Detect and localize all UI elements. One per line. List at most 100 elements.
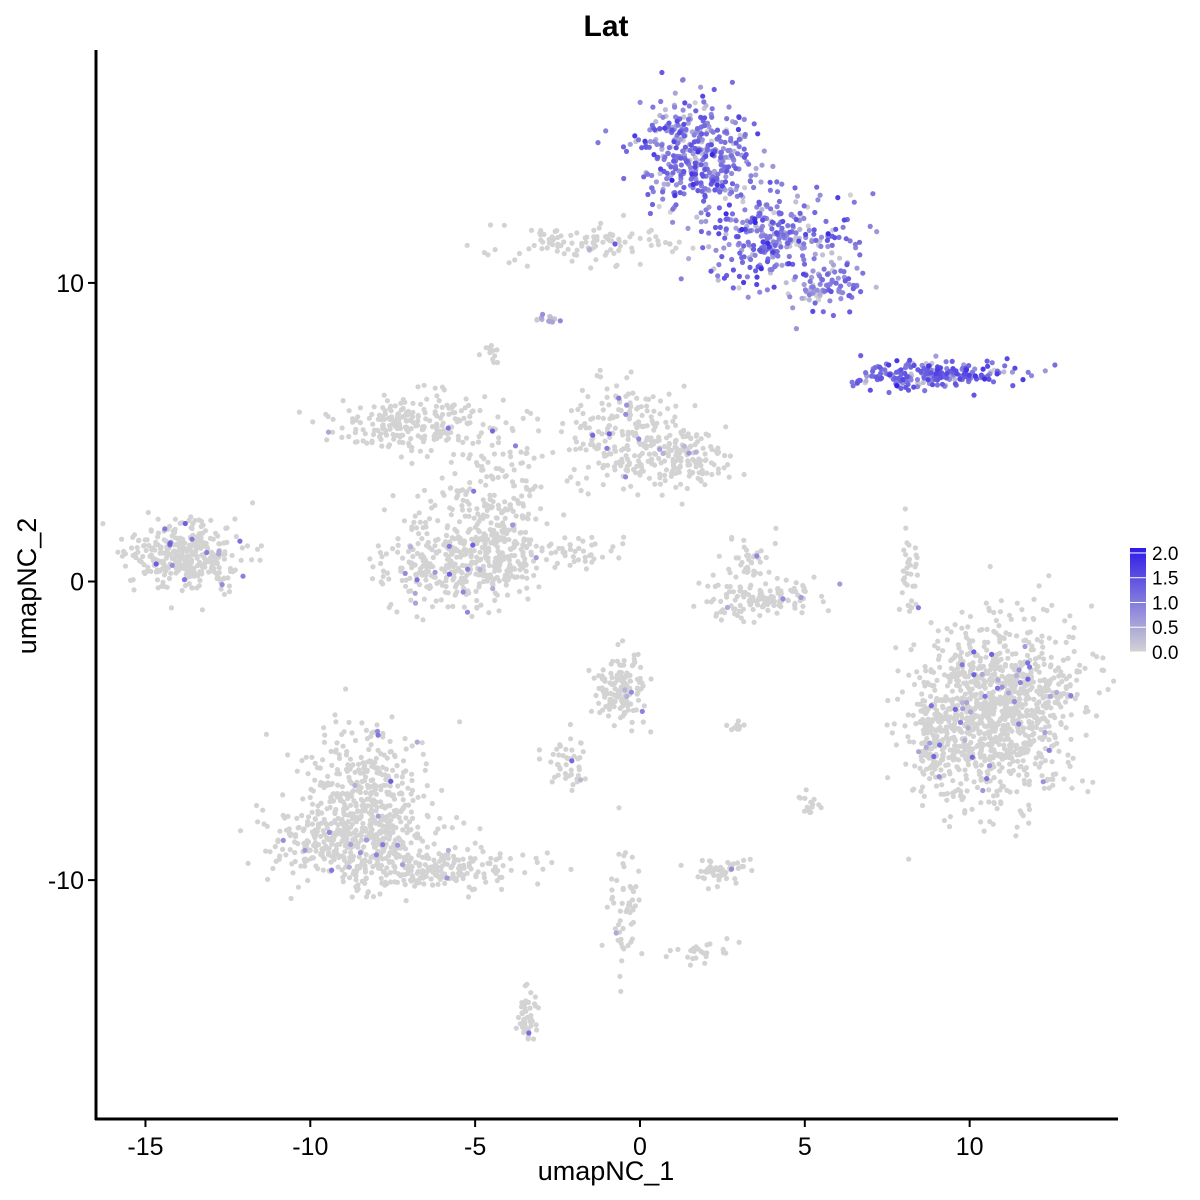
data-point — [509, 479, 516, 485]
data-point — [451, 402, 457, 408]
data-point — [397, 425, 403, 432]
data-point — [1026, 802, 1032, 808]
data-point — [673, 245, 679, 251]
data-point — [144, 568, 150, 575]
data-point — [611, 704, 617, 710]
data-point — [378, 850, 384, 856]
data-point — [737, 602, 743, 609]
data-point — [338, 796, 344, 802]
data-point — [959, 609, 965, 615]
data-point — [1037, 709, 1043, 715]
data-point — [926, 776, 933, 782]
data-point — [913, 552, 919, 558]
data-point — [437, 815, 443, 821]
data-point — [968, 664, 974, 670]
data-point — [538, 484, 544, 490]
data-point — [745, 294, 751, 300]
data-point — [546, 318, 552, 324]
data-point — [715, 470, 722, 476]
data-point — [346, 408, 352, 414]
data-point — [163, 551, 169, 557]
data-point — [455, 416, 461, 423]
data-point — [739, 863, 745, 870]
data-point — [729, 536, 735, 542]
data-point — [672, 104, 678, 110]
data-point — [412, 600, 419, 606]
data-point — [657, 411, 663, 417]
data-point — [573, 419, 579, 425]
data-point — [684, 485, 690, 492]
data-point — [620, 638, 626, 644]
data-point — [694, 214, 700, 220]
data-point — [786, 253, 792, 260]
data-point — [466, 507, 472, 513]
data-point — [441, 856, 447, 862]
data-point — [344, 791, 351, 797]
data-point — [282, 815, 288, 821]
data-point — [749, 867, 755, 874]
data-point — [750, 606, 756, 613]
data-point — [502, 499, 508, 505]
data-point — [613, 930, 619, 936]
data-point — [145, 509, 151, 516]
data-point — [226, 583, 232, 589]
data-point — [600, 239, 606, 245]
data-point — [1041, 785, 1047, 791]
data-point — [467, 486, 473, 492]
data-point — [619, 958, 625, 964]
data-point — [578, 740, 584, 746]
data-point — [421, 881, 427, 887]
data-point — [318, 833, 324, 840]
data-point — [775, 586, 781, 593]
data-point — [334, 842, 340, 848]
data-point — [733, 555, 739, 561]
data-point — [1036, 764, 1042, 770]
data-point — [439, 566, 445, 572]
data-point — [283, 852, 289, 858]
data-point — [950, 778, 956, 784]
data-point — [539, 246, 545, 252]
data-point — [440, 420, 446, 426]
data-point — [464, 498, 470, 505]
data-point — [903, 761, 909, 767]
data-point — [402, 736, 408, 742]
data-point — [494, 574, 500, 581]
data-point — [632, 453, 638, 459]
data-point — [353, 803, 359, 809]
data-point — [787, 294, 793, 300]
data-point — [678, 276, 684, 282]
data-point — [1016, 696, 1023, 702]
data-point — [376, 412, 382, 418]
data-point — [811, 256, 817, 262]
data-point — [1004, 787, 1010, 793]
data-point — [698, 436, 704, 442]
data-point — [577, 425, 583, 431]
data-point — [140, 553, 146, 560]
data-point — [528, 410, 534, 416]
data-point — [496, 567, 502, 574]
data-point — [400, 405, 406, 411]
data-point — [1017, 680, 1024, 686]
data-point — [433, 549, 439, 555]
data-point — [426, 516, 433, 522]
data-point — [216, 565, 222, 571]
data-point — [437, 428, 443, 434]
data-point — [635, 458, 642, 464]
data-point — [774, 575, 780, 581]
data-point — [253, 802, 260, 809]
data-point — [636, 868, 642, 874]
data-point — [424, 844, 430, 850]
data-point — [947, 747, 953, 753]
data-point — [312, 777, 318, 783]
data-point — [419, 740, 425, 746]
data-point — [508, 553, 514, 559]
data-point — [710, 572, 716, 578]
data-point — [906, 739, 913, 745]
data-point — [585, 491, 591, 497]
data-point — [382, 882, 388, 888]
data-point — [978, 800, 984, 806]
data-point — [610, 232, 616, 238]
data-point — [567, 562, 573, 568]
data-point — [198, 535, 204, 541]
data-point — [559, 545, 565, 552]
